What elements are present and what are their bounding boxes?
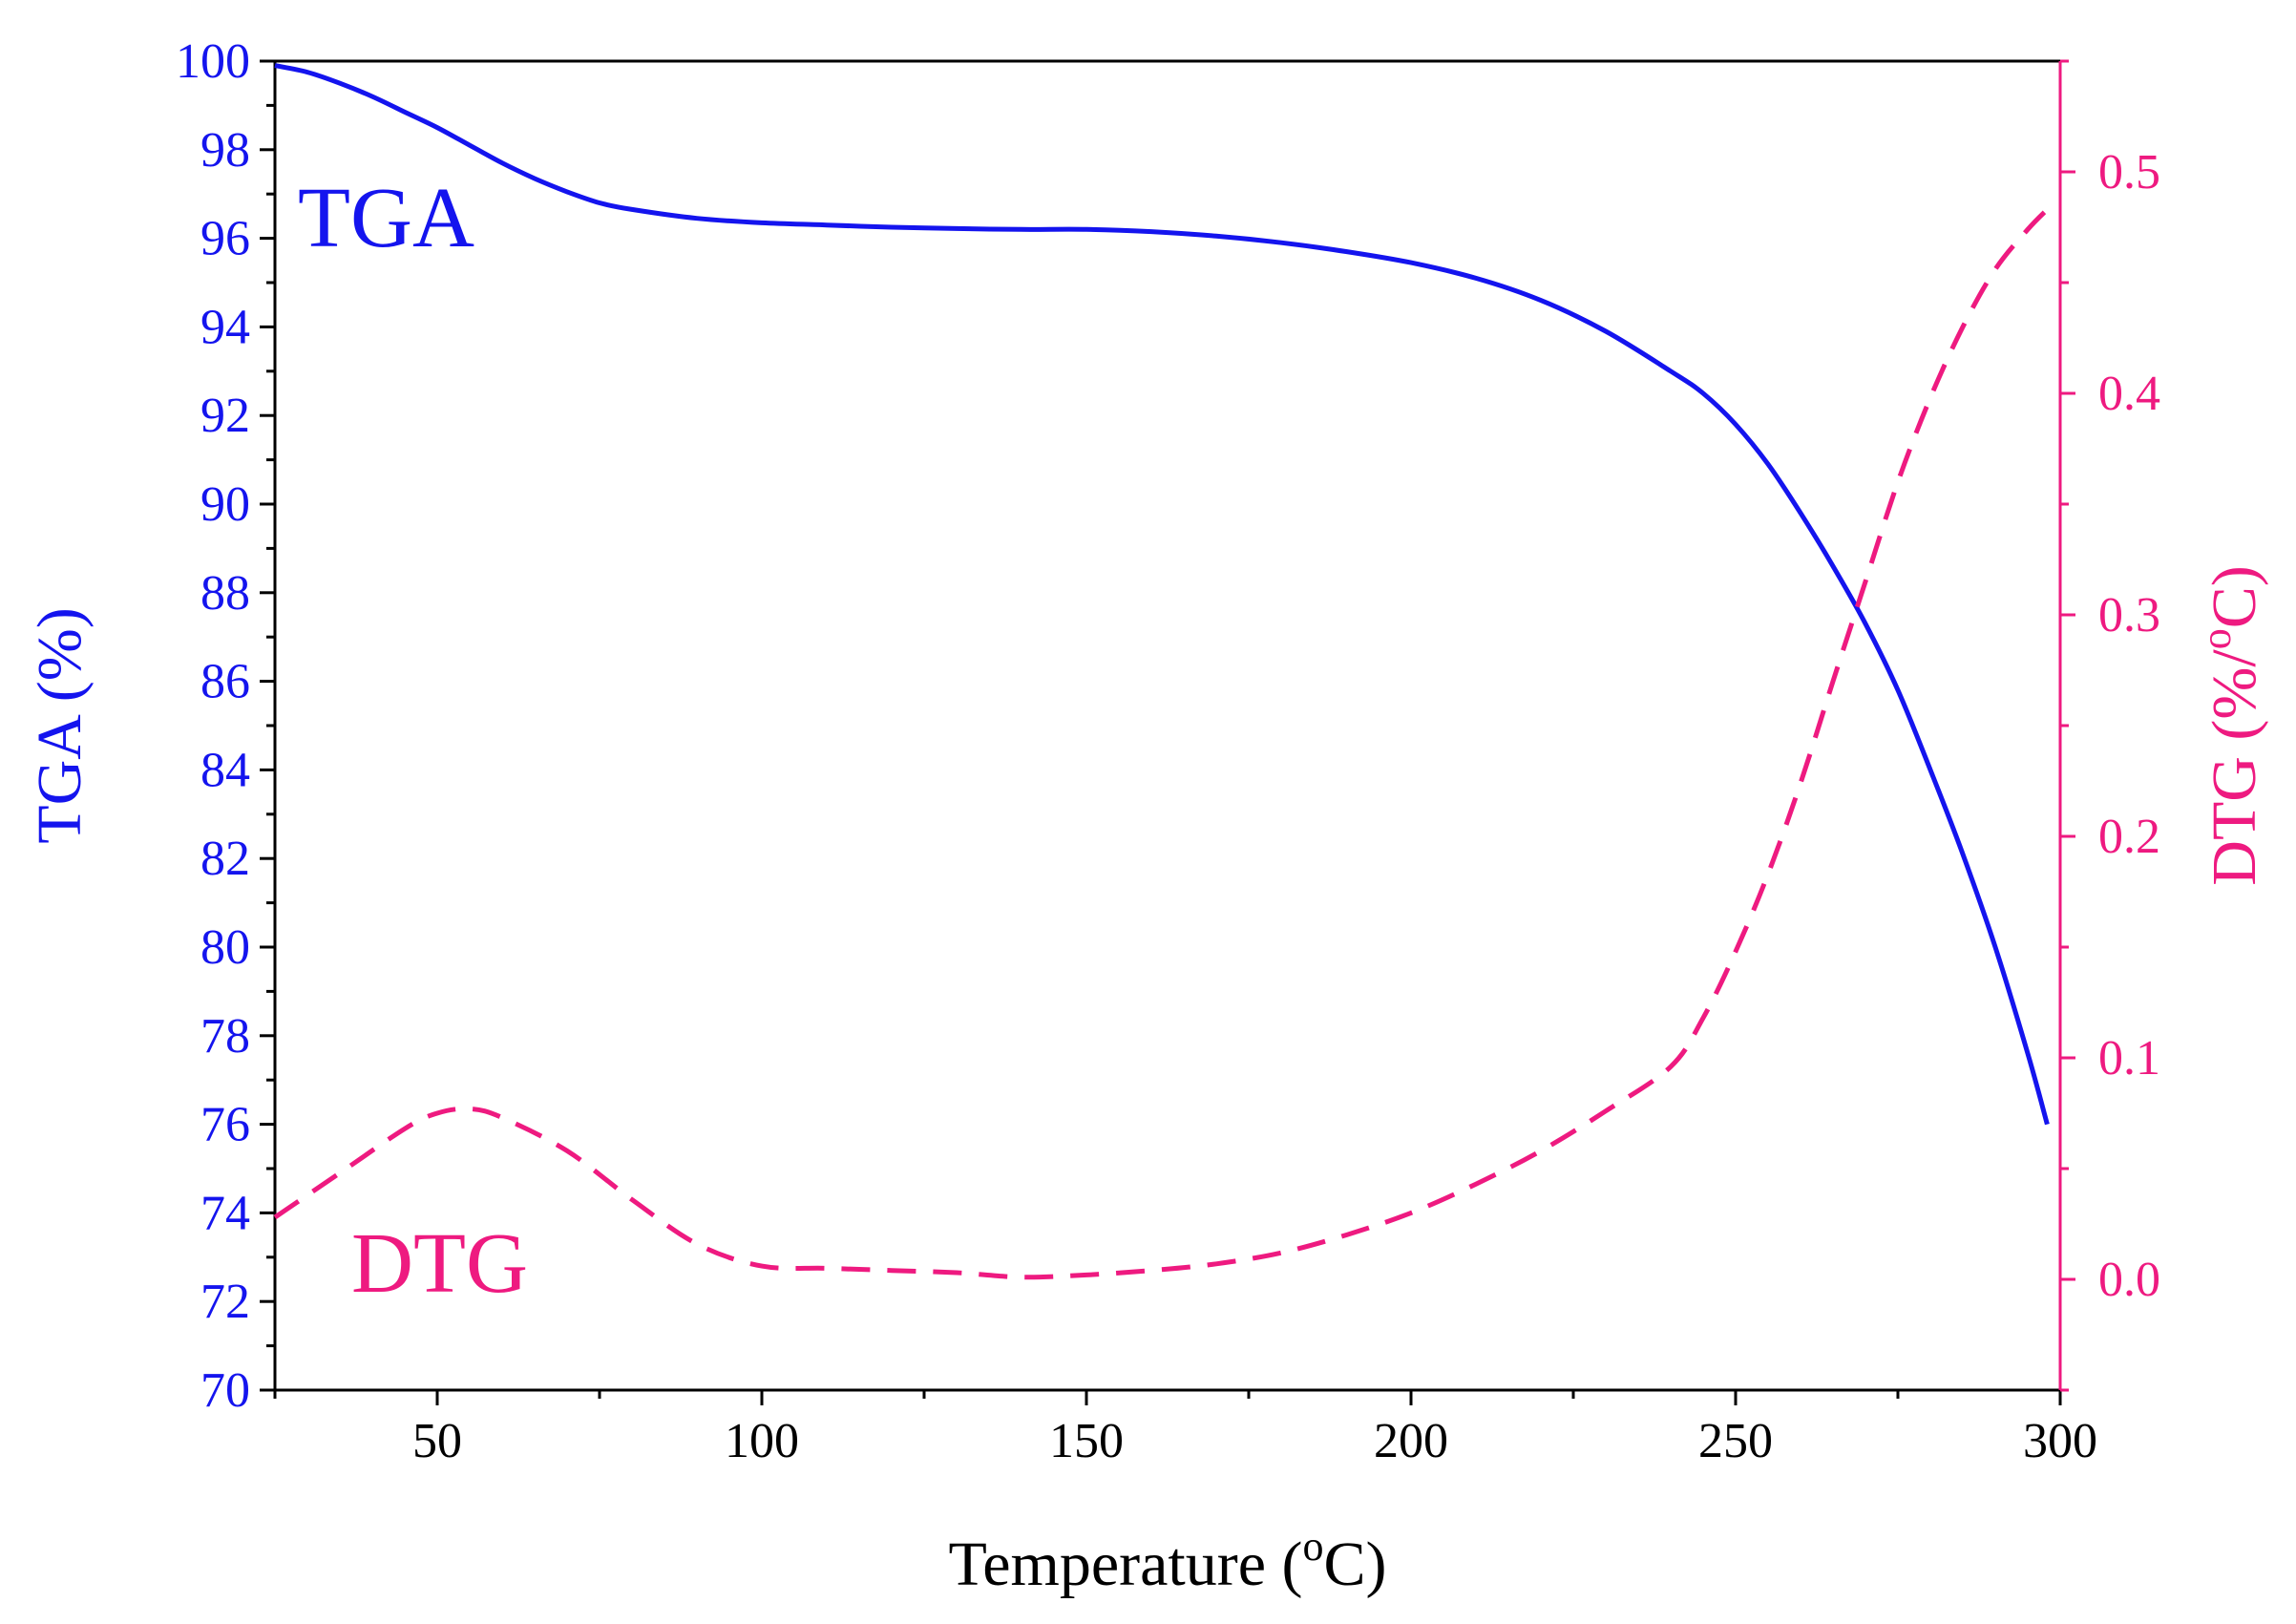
y-left-tick-label: 88 (200, 566, 250, 621)
dtg-series-line (273, 207, 2050, 1280)
x-axis-title: Temperature (oC) (949, 1523, 1387, 1599)
x-tick-label: 200 (1374, 1414, 1448, 1468)
y-left-tick-label: 74 (200, 1186, 250, 1240)
y-left-tick-label: 98 (200, 123, 250, 178)
x-tick-label: 150 (1049, 1414, 1124, 1468)
y-left-tick-label: 76 (200, 1098, 250, 1152)
y-left-tick-label: 100 (176, 34, 250, 89)
labels-layer: 50 100 150 200 250 300 70 72 74 76 78 80 82 84 86 88 90 9… (25, 34, 2269, 1599)
series-layer (273, 63, 2050, 1280)
y-right-tick-label: 0.5 (2098, 145, 2160, 200)
x-tick-label: 100 (725, 1414, 799, 1468)
y-left-tick-label: 70 (200, 1363, 250, 1418)
axes-layer (260, 59, 2075, 1405)
dtg-annotation: DTG (351, 1216, 528, 1311)
y-left-tick-label: 94 (200, 300, 250, 354)
y-left-axis-title: TGA (%) (25, 607, 95, 843)
tga-annotation: TGA (298, 171, 474, 265)
y-right-tick-label: 0.0 (2098, 1253, 2160, 1307)
y-right-tick-label: 0.4 (2098, 367, 2160, 421)
x-tick-label: 50 (412, 1414, 462, 1468)
y-left-tick-label: 86 (200, 655, 250, 709)
y-left-tick-label: 78 (200, 1009, 250, 1064)
y-left-tick-label: 82 (200, 832, 250, 886)
y-left-tick-label: 92 (200, 389, 250, 443)
y-right-tick-label: 0.1 (2098, 1031, 2160, 1086)
y-left-tick-label: 80 (200, 920, 250, 975)
y-right-tick-label: 0.3 (2098, 588, 2160, 643)
y-left-tick-label: 72 (200, 1275, 250, 1329)
y-left-tick-label: 96 (200, 212, 250, 266)
y-left-tick-label: 84 (200, 743, 250, 797)
x-tick-label: 300 (2023, 1414, 2097, 1468)
y-right-tick-label: 0.2 (2098, 810, 2160, 864)
y-left-tick-label: 90 (200, 477, 250, 532)
tga-series-line (274, 63, 2050, 1126)
y-right-axis-title: DTG (%/oC) (2193, 565, 2269, 885)
x-tick-label: 250 (1698, 1414, 1773, 1468)
